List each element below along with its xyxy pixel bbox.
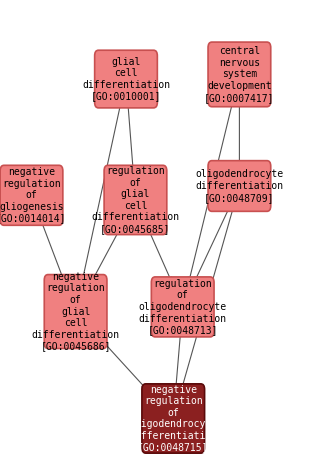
Text: glial
cell
differentiation
[GO:0010001]: glial cell differentiation [GO:0010001] (82, 57, 170, 101)
Text: oligodendrocyte
differentiation
[GO:0048709]: oligodendrocyte differentiation [GO:0048… (195, 169, 284, 203)
FancyBboxPatch shape (151, 277, 214, 337)
Text: negative
regulation
of
gliogenesis
[GO:0014014]: negative regulation of gliogenesis [GO:0… (0, 167, 67, 224)
Text: negative
regulation
of
oligodendrocyte
differentiation
[GO:0048715]: negative regulation of oligodendrocyte d… (129, 385, 217, 452)
FancyBboxPatch shape (142, 384, 205, 453)
FancyBboxPatch shape (208, 161, 271, 211)
FancyBboxPatch shape (44, 274, 107, 349)
Text: negative
regulation
of
glial
cell
differentiation
[GO:0045686]: negative regulation of glial cell differ… (32, 272, 120, 352)
FancyBboxPatch shape (0, 166, 63, 226)
FancyBboxPatch shape (208, 42, 271, 107)
Text: regulation
of
glial
cell
differentiation
[GO:0045685]: regulation of glial cell differentiation… (91, 166, 180, 234)
Text: regulation
of
oligodendrocyte
differentiation
[GO:0048713]: regulation of oligodendrocyte differenti… (139, 279, 227, 335)
FancyBboxPatch shape (104, 166, 167, 235)
Text: central
nervous
system
development
[GO:0007417]: central nervous system development [GO:0… (204, 46, 275, 103)
FancyBboxPatch shape (94, 50, 157, 108)
